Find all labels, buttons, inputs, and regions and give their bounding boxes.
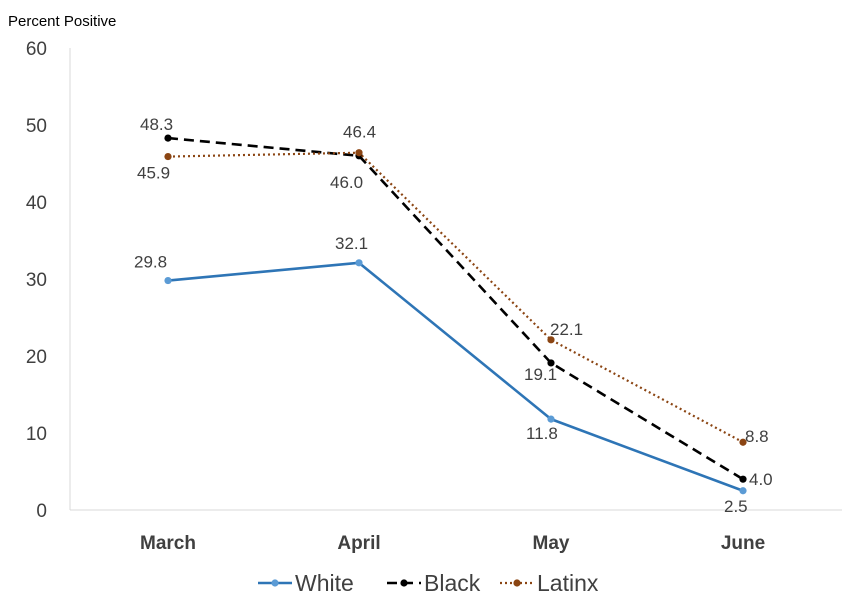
- data-label-black: 4.0: [749, 470, 773, 489]
- legend: White Black Latinx: [258, 570, 599, 596]
- data-point-latinx: [547, 336, 555, 344]
- data-label-latinx: 45.9: [137, 164, 170, 183]
- data-labels: 29.8 32.1 11.8 2.5 48.3 46.0 19.1 4.0 45.9 46.4 22…: [134, 115, 773, 516]
- series-line-latinx: [167, 151, 744, 444]
- y-tick-label: 60: [26, 39, 47, 60]
- data-point-white: [547, 415, 555, 423]
- data-label-latinx: 8.8: [745, 427, 769, 446]
- data-label-black: 46.0: [330, 173, 363, 192]
- legend-marker-white: [271, 579, 279, 587]
- data-label-latinx: 22.1: [550, 320, 583, 339]
- series-layer: [164, 134, 747, 495]
- x-tick-label: June: [721, 533, 765, 554]
- data-point-latinx: [164, 152, 172, 161]
- y-tick-label: 10: [26, 424, 47, 445]
- data-point-white: [164, 276, 172, 285]
- y-tick-label: 40: [26, 193, 47, 214]
- data-label-white: 32.1: [335, 234, 368, 253]
- y-tick-label: 20: [26, 347, 47, 368]
- data-point-black: [164, 134, 172, 142]
- data-label-black: 19.1: [524, 365, 557, 384]
- data-label-white: 29.8: [134, 253, 167, 272]
- data-point-black: [547, 359, 555, 367]
- data-point-latinx: [355, 149, 363, 157]
- data-point-white: [739, 487, 747, 495]
- legend-label-white: White: [295, 570, 354, 596]
- y-tick-label: 50: [26, 116, 47, 137]
- legend-label-black: Black: [424, 570, 481, 596]
- legend-label-latinx: Latinx: [537, 570, 599, 596]
- series-line-white: [167, 261, 744, 492]
- data-point-black: [739, 475, 747, 483]
- data-label-white: 11.8: [526, 424, 558, 443]
- series-line-black: [167, 136, 744, 481]
- data-label-black: 48.3: [140, 115, 173, 134]
- y-tick-label: 0: [36, 501, 47, 522]
- y-tick-label: 30: [26, 270, 47, 291]
- data-point-white: [355, 259, 363, 267]
- legend-marker-latinx: [513, 579, 521, 587]
- x-axis-ticks: March April May June: [140, 533, 765, 554]
- legend-marker-black: [400, 579, 408, 587]
- y-axis-ticks: 0 10 20 30 40 50 60: [26, 39, 47, 522]
- data-label-latinx: 46.4: [343, 123, 376, 142]
- x-tick-label: May: [533, 533, 570, 554]
- data-point-latinx: [739, 438, 747, 446]
- x-tick-label: April: [337, 533, 380, 554]
- y-axis-label: Percent Positive: [8, 13, 116, 30]
- data-label-white: 2.5: [724, 497, 748, 516]
- x-tick-label: March: [140, 533, 196, 554]
